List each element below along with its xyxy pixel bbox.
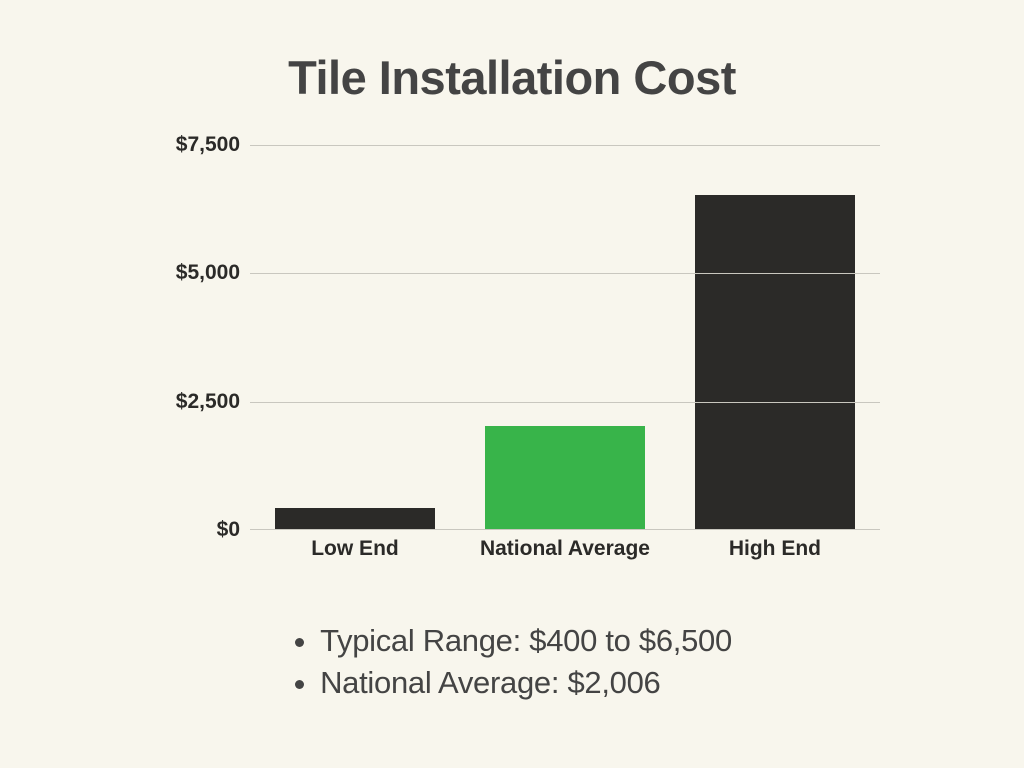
bar-high-end: [695, 195, 855, 529]
gridline: [250, 402, 880, 403]
bar-slot: [250, 145, 460, 529]
summary-item: National Average: $2,006: [320, 662, 732, 704]
bar-national-average: [485, 426, 645, 529]
y-tick-label: $5,000: [140, 261, 240, 285]
y-tick-label: $7,500: [140, 133, 240, 157]
bar-slot: [670, 145, 880, 529]
x-label: High End: [670, 537, 880, 561]
bars-group: [250, 145, 880, 529]
chart-area: Low End National Average High End $0 $2,5…: [140, 145, 880, 565]
bar-slot: [460, 145, 670, 529]
chart-container: Tile Installation Cost Low End National …: [0, 0, 1024, 768]
summary-block: Typical Range: $400 to $6,500 National A…: [0, 620, 1024, 704]
summary-list: Typical Range: $400 to $6,500 National A…: [292, 620, 732, 704]
gridline: [250, 273, 880, 274]
bar-low-end: [275, 508, 435, 529]
gridline: [250, 145, 880, 146]
plot-area: [250, 145, 880, 530]
x-label: Low End: [250, 537, 460, 561]
summary-item: Typical Range: $400 to $6,500: [320, 620, 732, 662]
y-tick-label: $2,500: [140, 390, 240, 414]
chart-title: Tile Installation Cost: [0, 50, 1024, 105]
x-axis-labels: Low End National Average High End: [250, 537, 880, 561]
x-label: National Average: [460, 537, 670, 561]
y-tick-label: $0: [140, 518, 240, 542]
